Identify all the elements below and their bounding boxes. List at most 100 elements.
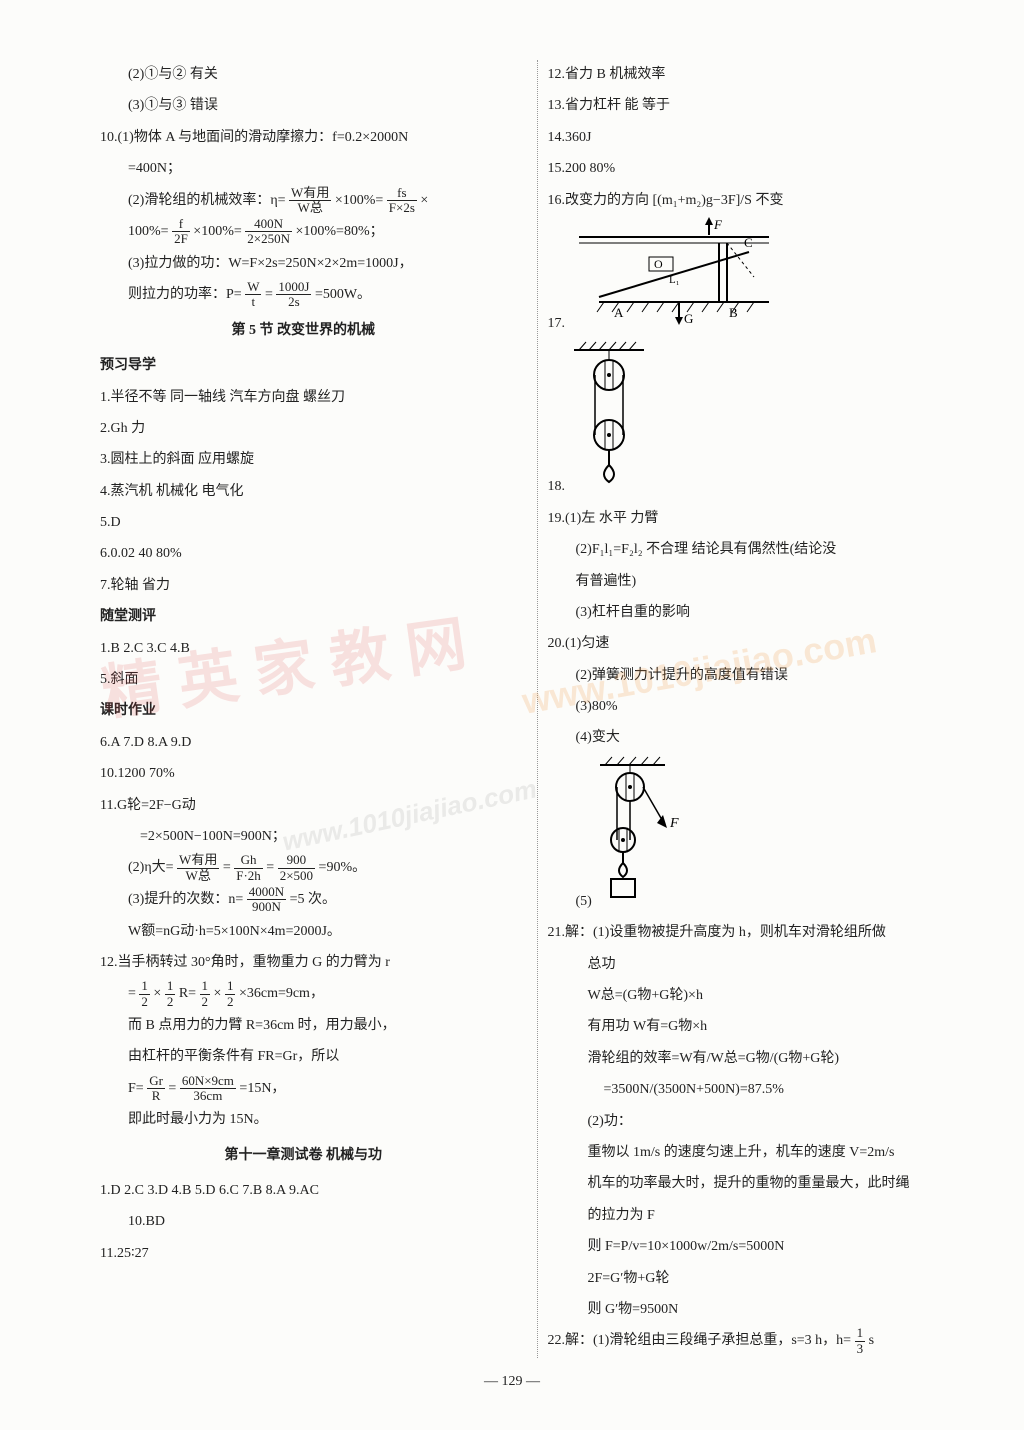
formula-line: (3)提升的次数：n= 4000N900N =5 次。 [100,885,507,915]
fraction: GrR [147,1074,165,1104]
diagram-20-row: (5) [548,755,955,916]
fraction: 12 [165,979,176,1009]
text-line: 3.圆柱上的斜面 应用螺旋 [100,445,507,474]
text-line: 有普遍性) [548,567,955,596]
text-line: 1.B 2.C 3.C 4.B [100,634,507,663]
svg-text:A: A [614,305,624,320]
right-column: 12.省力 B 机械效率 13.省力杠杆 能 等于 14.360J 15.200… [537,60,955,1358]
text-line: 16.改变力的方向 [(m₁+m₂)g−3F]/S 不变 [548,186,955,215]
fraction: 4000N900N [247,885,286,915]
formula-line: (2)η大= W有用W总 = GhF·2h = 9002×500 =90%。 [100,853,507,883]
text-line: 则 G′物=9500N [548,1295,955,1324]
text-line: =2×500N−100N=900N； [100,822,507,851]
subsection-heading: 随堂测评 [100,602,507,631]
text-line: 11.G轮=2F−G动 [100,791,507,820]
text-line: 10.(1)物体 A 与地面间的滑动摩擦力：f=0.2×2000N [100,123,507,152]
text-line: 2.Gh 力 [100,414,507,443]
text-line: 即此时最小力为 15N。 [100,1105,507,1134]
formula-line: 则拉力的功率：P= Wt = 1000J2s =500W。 [100,280,507,310]
fraction: 12 [139,979,150,1009]
fraction: 60N×9cm36cm [180,1074,236,1104]
text-line: =3500N/(3500N+500N)=87.5% [548,1075,955,1104]
text: 18. [548,479,566,494]
text-line: (2)①与② 有关 [100,60,507,89]
text-line: =400N； [100,154,507,183]
text: = [128,986,136,1001]
text-line: (3)杠杆自重的影响 [548,598,955,627]
pulley-load-diagram-icon: F [595,894,685,909]
section-heading: 第 5 节 改变世界的机械 [100,316,507,345]
text-line: 滑轮组的效率=W有/W总=G物/(G物+G轮) [548,1044,955,1073]
text-line: 13.省力杠杆 能 等于 [548,91,955,120]
text-line: 的拉力为 F [548,1201,955,1230]
fraction: GhF·2h [234,853,263,883]
text-line: 12.当手柄转过 30°角时，重物重力 G 的力臂为 r [100,948,507,977]
diagram-17-row: 17. [548,217,955,338]
text: ×100%= [193,224,241,239]
text-line: 14.360J [548,123,955,152]
text: × [214,986,222,1001]
text: = [266,860,274,875]
text-line: (2)F₁l₁=F₂l₂ 不合理 结论具有偶然性(结论没 [548,535,955,564]
text: 22.解：(1)滑轮组由三段绳子承担总重，s=3 h，h= [548,1333,852,1348]
svg-text:L₁: L₁ [669,274,680,286]
text-line: 6.A 7.D 8.A 9.D [100,728,507,757]
text: ×100%=80%； [295,224,383,239]
text-line: W总=(G物+G轮)×h [548,981,955,1010]
section-heading: 第十一章测试卷 机械与功 [100,1141,507,1170]
text-line: 5.斜面 [100,665,507,694]
text-line: 15.200 80% [548,154,955,183]
fraction: 9002×500 [278,853,315,883]
text-line: 机车的功率最大时，提升的重物的重量最大，此时绳 [548,1169,955,1198]
text-line: W额=nG动·h=5×100N×4m=2000J。 [100,917,507,946]
left-column: (2)①与② 有关 (3)①与③ 错误 10.(1)物体 A 与地面间的滑动摩擦… [100,60,517,1358]
text-line: 10.1200 70% [100,759,507,788]
text-line: 有用功 W有=G物×h [548,1012,955,1041]
text-line: (4)变大 [548,723,955,752]
fraction: 12 [200,979,211,1009]
fraction: Wt [245,280,261,310]
text-line: 12.省力 B 机械效率 [548,60,955,89]
subsection-heading: 预习导学 [100,351,507,380]
text: R= [179,986,196,1001]
text: × [153,986,161,1001]
text: ×100%= [335,193,383,208]
text-line: 1.D 2.C 3.D 4.B 5.D 6.C 7.B 8.A 9.AC [100,1176,507,1205]
text: (5) [576,894,592,909]
svg-text:G: G [684,311,693,326]
lever-diagram-icon: A B C G O L₁ F [569,316,779,331]
text-line: 21.解：(1)设重物被提升高度为 h，则机车对滑轮组所做 [548,918,955,947]
text-line: 重物以 1m/s 的速度匀速上升，机车的速度 V=2m/s [548,1138,955,1167]
svg-text:F: F [713,217,723,232]
text-line: (2)功： [548,1107,955,1136]
text: F= [128,1081,144,1096]
text-line: 6.0.02 40 80% [100,539,507,568]
text: 则拉力的功率：P= [128,287,242,302]
text-line: (3)①与③ 错误 [100,91,507,120]
fraction: W有用W总 [177,853,219,883]
text-line: 则 F=P/v=10×1000w/2m/s=5000N [548,1232,955,1261]
fraction: 13 [855,1326,866,1356]
fraction: f2F [172,217,190,247]
text-line: (3)80% [548,692,955,721]
svg-text:O: O [654,257,663,271]
fraction: 400N2×250N [245,217,292,247]
text-line: 总功 [548,950,955,979]
diagram-18-row: 18. [548,340,955,501]
text: =90%。 [319,860,367,875]
fraction: 1000J2s [276,280,311,310]
page-number: — 129 — [0,1374,1024,1390]
text: (2)滑轮组的机械效率：η= [128,193,286,208]
text-line: 2F=G′物+G轮 [548,1264,955,1293]
text-line: 4.蒸汽机 机械化 电气化 [100,477,507,506]
text: =500W。 [315,287,371,302]
text: = [168,1081,176,1096]
text: =15N， [239,1081,285,1096]
text-line: 11.25∶27 [100,1239,507,1268]
subsection-heading: 课时作业 [100,696,507,725]
text: 17. [548,316,566,331]
svg-text:C: C [744,235,753,250]
text-line: 7.轮轴 省力 [100,571,507,600]
text: = [265,287,273,302]
formula-line: (2)滑轮组的机械效率：η= W有用W总 ×100%= fsF×2s × [100,186,507,216]
